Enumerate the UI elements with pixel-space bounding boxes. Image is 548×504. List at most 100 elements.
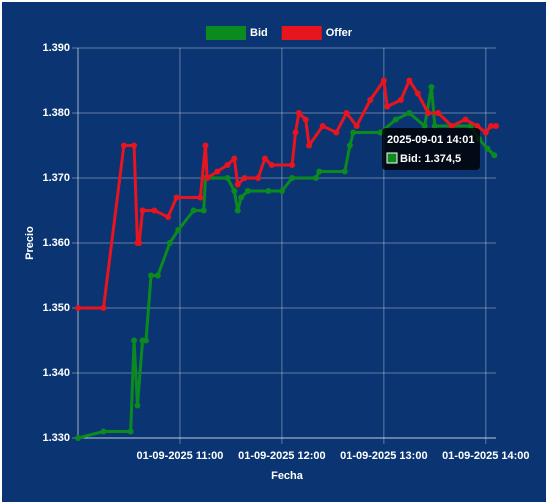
data-point [346, 142, 353, 149]
data-point [175, 227, 182, 233]
data-point [421, 123, 428, 129]
data-point [353, 123, 360, 129]
data-point [151, 207, 158, 214]
data-point [261, 155, 268, 162]
data-point [333, 129, 340, 136]
y-axis-title: Precio [24, 226, 36, 260]
data-point [190, 207, 197, 214]
y-tick-label: 1.330 [42, 432, 70, 444]
data-point [384, 103, 391, 110]
x-tick-label: 01-09-2025 14:00 [442, 450, 529, 462]
tooltip-label: Bid: 1.374,5 [400, 153, 461, 165]
y-tick-label: 1.370 [42, 172, 70, 184]
data-point [292, 129, 299, 136]
data-point [75, 305, 81, 311]
data-point [139, 207, 146, 214]
data-point [136, 240, 143, 246]
data-point [234, 207, 241, 214]
tooltip-title: 2025-09-01 14:01 [387, 134, 474, 146]
data-point [425, 110, 432, 116]
y-tick-label: 1.390 [42, 42, 70, 54]
data-point [474, 123, 481, 129]
data-point [406, 77, 413, 84]
data-point [493, 123, 499, 129]
data-point [367, 97, 374, 103]
x-tick-label: 01-09-2025 13:00 [340, 450, 427, 462]
data-point [142, 337, 149, 344]
data-point [100, 305, 107, 311]
data-point [406, 110, 413, 116]
data-point [200, 207, 207, 214]
data-point [231, 188, 238, 194]
data-point [377, 129, 384, 136]
data-point [392, 116, 399, 123]
data-point [448, 123, 455, 129]
legend-swatch [281, 26, 322, 40]
data-point [316, 168, 323, 175]
data-point [244, 188, 251, 194]
tooltip-box [382, 128, 480, 170]
data-point [312, 175, 319, 181]
data-point [134, 402, 141, 409]
data-point [131, 142, 138, 149]
data-point [414, 90, 421, 97]
data-point [166, 240, 173, 246]
y-tick-label: 1.340 [42, 367, 70, 379]
data-point [204, 175, 211, 181]
y-tick-label: 1.380 [42, 107, 70, 119]
x-tick-label: 01-09-2025 11:00 [137, 450, 224, 462]
data-point [265, 188, 272, 194]
data-point [148, 272, 155, 279]
data-point [289, 175, 296, 181]
data-point [234, 181, 241, 188]
data-point [238, 194, 245, 201]
data-point [487, 123, 494, 129]
data-point [306, 142, 313, 149]
data-point [302, 116, 309, 123]
data-point [120, 142, 127, 149]
tooltip: 2025-09-01 14:01 Bid: 1.374,5 [382, 128, 480, 170]
legend-label: Offer [326, 27, 353, 39]
data-point [214, 168, 221, 175]
data-point [231, 155, 238, 162]
data-point [127, 428, 134, 435]
data-point [482, 129, 489, 136]
data-point [173, 194, 180, 201]
data-point [131, 337, 138, 344]
x-tick-label: 01-09-2025 12:00 [238, 450, 325, 462]
data-point [491, 152, 498, 159]
data-point [224, 175, 231, 181]
data-point [295, 110, 302, 116]
data-point [431, 123, 438, 129]
data-point [289, 162, 296, 168]
data-point [278, 188, 285, 194]
data-point [255, 175, 262, 181]
data-point [268, 162, 275, 168]
data-point [484, 145, 491, 152]
data-point [380, 77, 387, 84]
data-point [165, 214, 172, 220]
legend-label: Bid [250, 27, 268, 39]
data-point [350, 129, 357, 136]
data-point [435, 110, 442, 116]
data-point [319, 123, 326, 129]
data-point [341, 168, 348, 175]
data-point [343, 110, 350, 116]
data-point [241, 175, 248, 181]
data-point [100, 428, 107, 435]
data-point [462, 116, 469, 123]
y-tick-label: 1.350 [42, 302, 70, 314]
data-point [202, 142, 209, 149]
data-point [75, 435, 81, 441]
data-point [224, 162, 231, 168]
legend: Bid Offer [206, 26, 353, 40]
data-point [197, 194, 204, 201]
data-point [428, 84, 435, 90]
tooltip-swatch [386, 152, 398, 164]
data-point [397, 97, 404, 103]
data-point [154, 272, 161, 279]
y-tick-label: 1.360 [42, 237, 70, 249]
legend-swatch [206, 26, 246, 40]
